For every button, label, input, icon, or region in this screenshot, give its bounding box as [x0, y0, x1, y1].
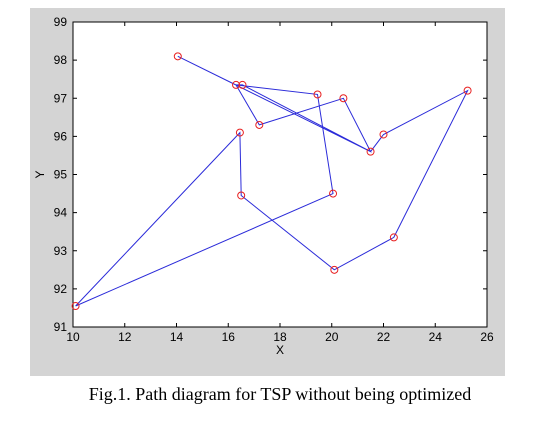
- city-marker: [71, 302, 80, 311]
- city-marker: [313, 90, 322, 99]
- plot-figure: 10 12 14 16 18 20 22 24 26 91 92 93 94 95 96 97 98 99 X Y: [30, 8, 505, 376]
- city-marker: [237, 191, 246, 200]
- figure-caption: Fig.1. Path diagram for TSP without bein…: [88, 384, 472, 404]
- city-marker: [232, 80, 241, 89]
- y-tick-label: 95: [54, 168, 68, 182]
- y-tick-label: 97: [54, 91, 68, 105]
- y-tick-label: 92: [54, 282, 68, 296]
- x-tick-label: 18: [273, 330, 287, 344]
- y-tick-label: 93: [54, 244, 68, 258]
- city-marker: [255, 120, 264, 129]
- city-marker: [366, 147, 375, 156]
- city-marker: [173, 52, 182, 61]
- y-tick-label: 94: [54, 206, 68, 220]
- city-marker: [339, 94, 348, 103]
- x-tick-label: 14: [170, 330, 184, 344]
- y-axis-label: Y: [33, 170, 47, 178]
- x-tick-label: 22: [377, 330, 391, 344]
- plot-area: [72, 21, 488, 328]
- city-marker: [235, 128, 244, 137]
- x-tick-label: 24: [429, 330, 443, 344]
- x-tick-label: 12: [118, 330, 132, 344]
- city-marker: [329, 189, 338, 198]
- y-tick-label: 91: [54, 320, 68, 334]
- x-tick-label: 26: [480, 330, 494, 344]
- x-tick-label: 16: [222, 330, 236, 344]
- x-axis-label: X: [276, 343, 284, 357]
- y-tick-label: 96: [54, 129, 68, 143]
- y-tick-label: 99: [54, 15, 68, 29]
- y-tick-label: 98: [54, 53, 68, 67]
- city-marker: [379, 130, 388, 139]
- x-tick-label: 10: [66, 330, 80, 344]
- x-tick-label: 20: [325, 330, 339, 344]
- city-marker: [463, 86, 472, 95]
- city-marker: [238, 80, 247, 89]
- city-marker: [330, 265, 339, 274]
- city-marker: [389, 233, 398, 242]
